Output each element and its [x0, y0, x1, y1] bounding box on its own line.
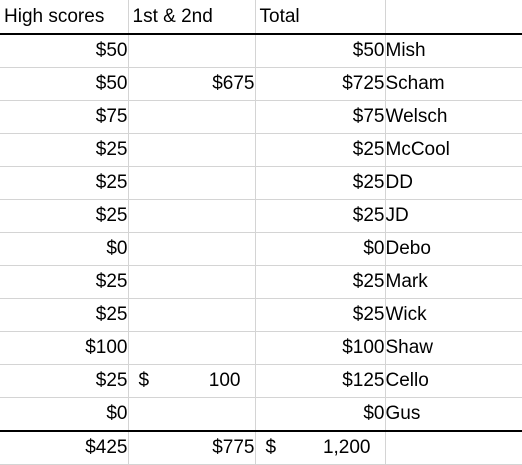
total-first-second[interactable]: $775: [128, 430, 256, 465]
cell-first-second[interactable]: $100: [128, 364, 256, 398]
table-row: $25 $25 DD: [0, 166, 522, 200]
cell-first-second[interactable]: [128, 100, 256, 134]
cell-player-name[interactable]: Mark: [385, 265, 522, 299]
cell-player-name[interactable]: Cello: [385, 364, 522, 398]
cell-player-name[interactable]: Welsch: [385, 100, 522, 134]
table-row: $25 $25 McCool: [0, 133, 522, 167]
currency-amount: 100: [208, 370, 241, 391]
cell-total[interactable]: $725: [255, 67, 386, 101]
cell-total[interactable]: $125: [255, 364, 386, 398]
table-row: $75 $75 Welsch: [0, 100, 522, 134]
cell-total[interactable]: $0: [255, 397, 386, 432]
header-player[interactable]: [385, 0, 522, 35]
cell-high-score[interactable]: $0: [0, 397, 129, 432]
table-row: $50 $50 Mish: [0, 34, 522, 68]
table-row: $25 $25 Wick: [0, 298, 522, 332]
header-high-scores[interactable]: High scores: [0, 0, 129, 35]
table-row: $25 $25 Mark: [0, 265, 522, 299]
cell-first-second[interactable]: [128, 166, 256, 200]
table-row: $25 $100 $125 Cello: [0, 364, 522, 398]
table-row: $25 $25 JD: [0, 199, 522, 233]
cell-first-second[interactable]: [128, 331, 256, 365]
header-first-second[interactable]: 1st & 2nd: [128, 0, 256, 35]
cell-total[interactable]: $50: [255, 34, 386, 68]
cell-high-score[interactable]: $0: [0, 232, 129, 266]
cell-total[interactable]: $0: [255, 232, 386, 266]
cell-high-score[interactable]: $50: [0, 34, 129, 68]
total-player-cell[interactable]: [385, 430, 522, 465]
cell-total[interactable]: $25: [255, 166, 386, 200]
cell-high-score[interactable]: $75: [0, 100, 129, 134]
cell-player-name[interactable]: Scham: [385, 67, 522, 101]
table-row: $0 $0 Debo: [0, 232, 522, 266]
cell-first-second[interactable]: $675: [128, 67, 256, 101]
cell-player-name[interactable]: McCool: [385, 133, 522, 167]
currency-symbol: $: [138, 370, 150, 391]
cell-total[interactable]: $25: [255, 298, 386, 332]
cell-first-second[interactable]: [128, 232, 256, 266]
cell-high-score[interactable]: $100: [0, 331, 129, 365]
cell-player-name[interactable]: Shaw: [385, 331, 522, 365]
header-row: High scores 1st & 2nd Total: [0, 0, 522, 35]
table-row: $50 $675 $725 Scham: [0, 67, 522, 101]
currency-symbol: $: [265, 437, 277, 458]
cell-high-score[interactable]: $25: [0, 265, 129, 299]
cell-high-score[interactable]: $25: [0, 298, 129, 332]
cell-first-second[interactable]: [128, 133, 256, 167]
totals-row: $425 $775 $1,200: [0, 430, 522, 465]
table-row: $0 $0 Gus: [0, 397, 522, 432]
cell-high-score[interactable]: $50: [0, 67, 129, 101]
table-row: $100 $100 Shaw: [0, 331, 522, 365]
total-high-scores[interactable]: $425: [0, 430, 129, 465]
cell-first-second[interactable]: [128, 34, 256, 68]
currency-amount: 1,200: [322, 437, 371, 458]
cell-total[interactable]: $25: [255, 199, 386, 233]
cell-player-name[interactable]: DD: [385, 166, 522, 200]
cell-first-second[interactable]: [128, 265, 256, 299]
header-total[interactable]: Total: [255, 0, 386, 35]
cell-player-name[interactable]: Gus: [385, 397, 522, 432]
cell-player-name[interactable]: JD: [385, 199, 522, 233]
cell-first-second[interactable]: [128, 298, 256, 332]
cell-total[interactable]: $25: [255, 133, 386, 167]
cell-high-score[interactable]: $25: [0, 166, 129, 200]
cell-total[interactable]: $25: [255, 265, 386, 299]
cell-high-score[interactable]: $25: [0, 133, 129, 167]
cell-first-second[interactable]: [128, 199, 256, 233]
cell-first-second[interactable]: [128, 397, 256, 432]
cell-high-score[interactable]: $25: [0, 364, 129, 398]
cell-player-name[interactable]: Debo: [385, 232, 522, 266]
cell-high-score[interactable]: $25: [0, 199, 129, 233]
cell-player-name[interactable]: Mish: [385, 34, 522, 68]
grand-total[interactable]: $1,200: [255, 430, 386, 465]
cell-player-name[interactable]: Wick: [385, 298, 522, 332]
cell-total[interactable]: $100: [255, 331, 386, 365]
cell-total[interactable]: $75: [255, 100, 386, 134]
